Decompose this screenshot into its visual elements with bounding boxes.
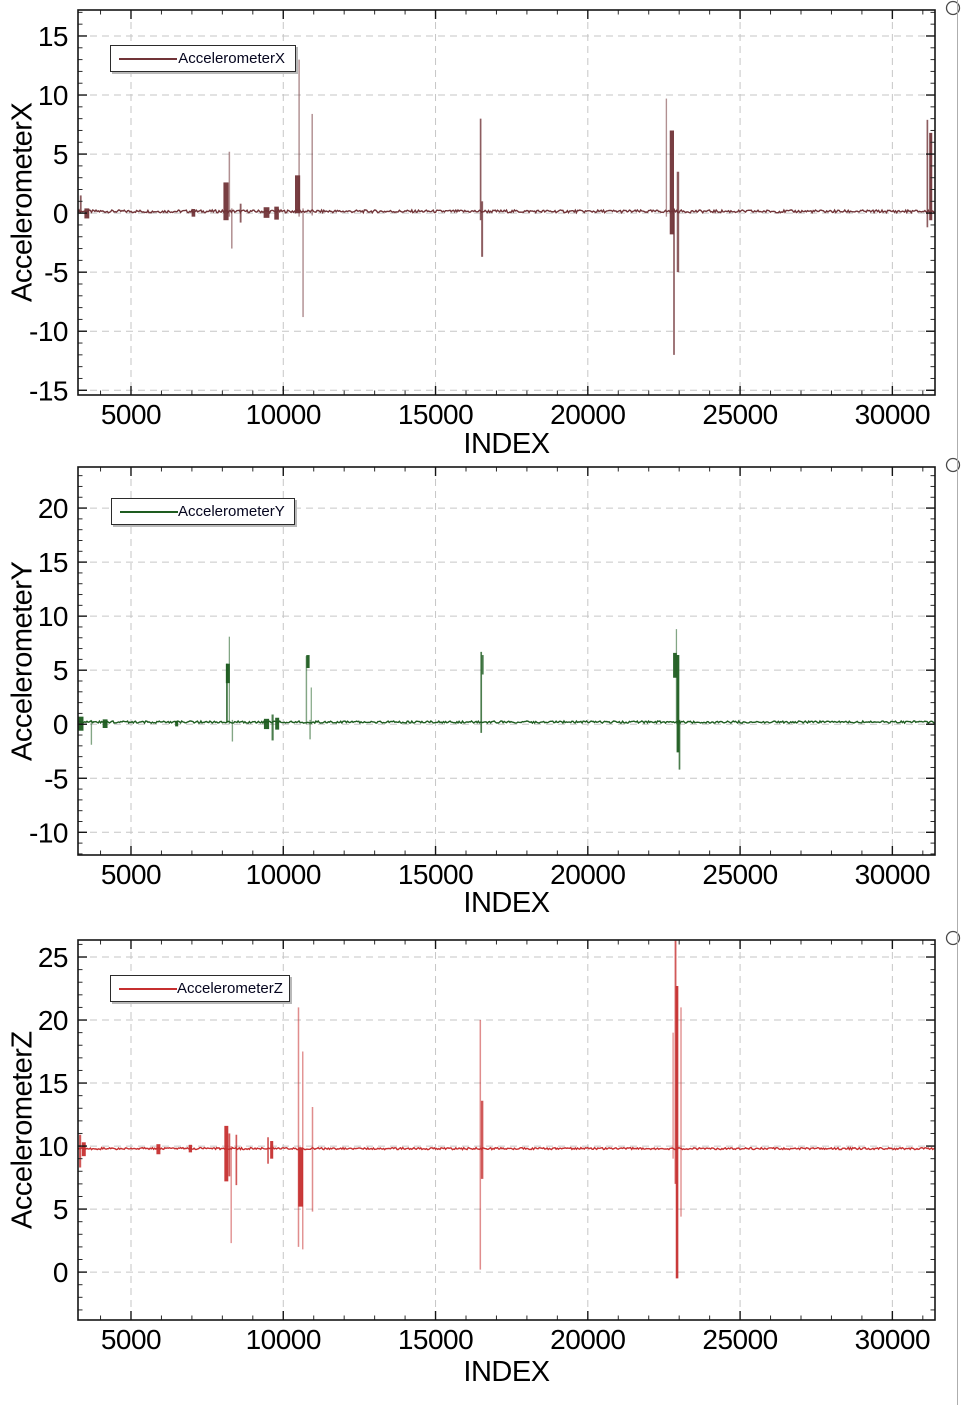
accelerometer-y-panel: 5000 10000 15000 20000 25000 30000 -10 -5 0 5 10 15… <box>0 455 961 925</box>
y-tick-label: 10 <box>38 1131 68 1162</box>
y-tick-label: -10 <box>29 316 68 347</box>
legend-line-sample-icon <box>119 57 177 60</box>
y-tick-label: -5 <box>44 763 68 794</box>
x-tick-label: 15000 <box>398 1324 473 1355</box>
x-tick-label: 15000 <box>398 399 473 430</box>
x-tick-label: 5000 <box>101 399 161 430</box>
x-tick-label: 30000 <box>855 859 930 890</box>
x-axis-title-2: INDEX <box>463 887 550 919</box>
x-tick-label: 25000 <box>702 399 777 430</box>
x-tick-label: 10000 <box>246 859 321 890</box>
x-tick-label: 20000 <box>550 859 625 890</box>
accelerometer-x-plot-area[interactable]: 5000 10000 15000 20000 25000 30000 -15 -10 -5 0 5 1… <box>0 0 961 455</box>
series-AccelerometerX <box>78 59 935 355</box>
y-tick-label: 10 <box>38 80 68 111</box>
x-tick-label: 30000 <box>855 399 930 430</box>
x-tick-label: 20000 <box>550 399 625 430</box>
y-tick-label: 0 <box>53 709 68 740</box>
y-tick-label: 0 <box>53 198 68 229</box>
x-axis-title-3: INDEX <box>463 1356 550 1388</box>
y-tick-label: 5 <box>53 655 68 686</box>
y-tick-label: 5 <box>53 1194 68 1225</box>
legend-accelerometer-y[interactable]: AccelerometerY <box>111 498 295 525</box>
x-axis-title-1: INDEX <box>463 428 550 460</box>
x-tick-label: 25000 <box>702 859 777 890</box>
y-tick-label: 10 <box>38 601 68 632</box>
y-tick-label: -15 <box>29 375 68 406</box>
x-tick-label: 5000 <box>101 859 161 890</box>
y-tick-label: 15 <box>38 547 68 578</box>
window-edge-divider <box>957 0 958 1405</box>
accelerometer-z-panel: 5000 10000 15000 20000 25000 30000 0 5 10 15 20 25 … <box>0 925 961 1405</box>
x-tick-label: 15000 <box>398 859 473 890</box>
legend-label: AccelerometerZ <box>177 980 283 997</box>
accelerometer-x-panel: 5000 10000 15000 20000 25000 30000 -15 -10 -5 0 5 1… <box>0 0 961 460</box>
legend-accelerometer-x[interactable]: AccelerometerX <box>110 45 296 72</box>
y-tick-label: 20 <box>38 1005 68 1036</box>
y-tick-label: 25 <box>38 942 68 973</box>
y-tick-label: 20 <box>38 493 68 524</box>
y-tick-label: -5 <box>44 257 68 288</box>
accelerometer-z-plot-area[interactable]: 5000 10000 15000 20000 25000 30000 0 5 10 15 20 25 <box>0 925 961 1405</box>
y-tick-label: 15 <box>38 21 68 52</box>
x-tick-label: 30000 <box>855 1324 930 1355</box>
series-AccelerometerZ <box>78 940 935 1279</box>
x-tick-label: 5000 <box>101 1324 161 1355</box>
series-AccelerometerY <box>78 629 935 770</box>
panel-selector-icon[interactable] <box>945 457 961 473</box>
y-tick-label: 0 <box>53 1257 68 1288</box>
y-axis-title-x: AccelerometerX <box>6 102 39 303</box>
y-axis-title-z: AccelerometerZ <box>6 1031 39 1229</box>
legend-label: AccelerometerX <box>178 50 285 67</box>
x-tick-label: 25000 <box>702 1324 777 1355</box>
x-tick-label: 10000 <box>246 1324 321 1355</box>
y-tick-label: 15 <box>38 1068 68 1099</box>
accelerometer-y-plot-area[interactable]: 5000 10000 15000 20000 25000 30000 -10 -5 0 5 10 15… <box>0 455 961 925</box>
x-tick-label: 20000 <box>550 1324 625 1355</box>
y-tick-label: 5 <box>53 139 68 170</box>
x-tick-label: 10000 <box>246 399 321 430</box>
panel-selector-icon[interactable] <box>945 930 961 946</box>
panel-selector-icon[interactable] <box>945 0 961 16</box>
y-axis-title-y: AccelerometerY <box>6 561 39 761</box>
legend-accelerometer-z[interactable]: AccelerometerZ <box>110 975 290 1002</box>
legend-line-sample-icon <box>120 510 178 513</box>
legend-line-sample-icon <box>119 987 177 990</box>
legend-label: AccelerometerY <box>178 503 285 520</box>
y-tick-label: -10 <box>29 817 68 848</box>
